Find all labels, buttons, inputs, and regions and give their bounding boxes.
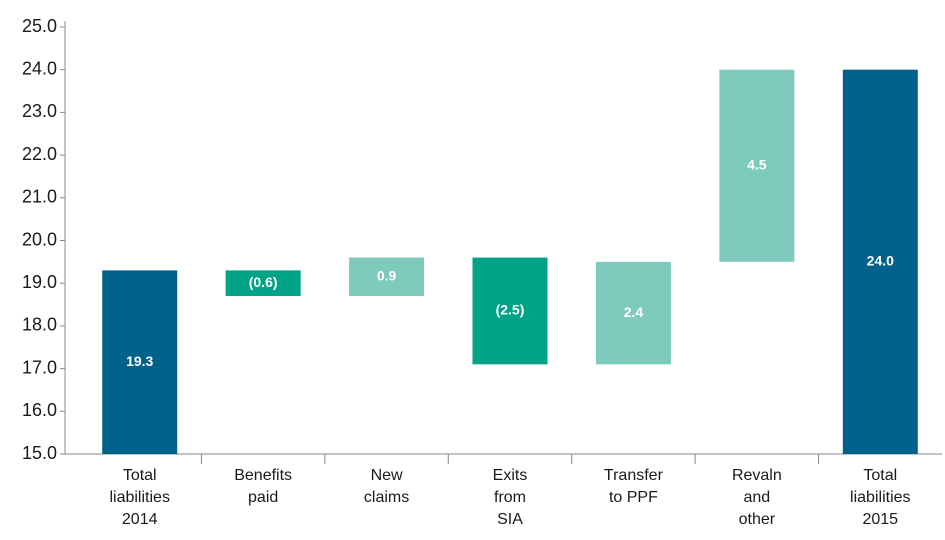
y-tick-label: 15.0	[22, 443, 57, 463]
x-tick-label: Total	[123, 467, 157, 484]
bar	[225, 270, 301, 297]
x-tick-label: and	[744, 489, 771, 506]
bar	[102, 270, 178, 454]
x-tick-label: New	[371, 467, 403, 484]
x-tick-label: Benefits	[234, 467, 292, 484]
data-label: 24.0	[867, 253, 894, 269]
y-tick-label: 21.0	[22, 187, 57, 207]
data-label: (2.5)	[496, 302, 525, 318]
x-tick-label: 2014	[122, 511, 158, 528]
data-label: 0.9	[377, 267, 397, 283]
x-tick-label: liabilities	[109, 489, 169, 506]
y-tick-label: 22.0	[22, 144, 57, 164]
x-tick-label: SIA	[497, 511, 523, 528]
x-tick-label: 2015	[862, 511, 898, 528]
x-tick-label: Transfer	[604, 467, 664, 484]
data-label: 4.5	[747, 156, 767, 172]
y-tick-label: 25.0	[22, 16, 57, 36]
x-tick-label: other	[739, 511, 776, 528]
bar	[472, 257, 548, 365]
x-tick-label: from	[494, 489, 526, 506]
data-label: 2.4	[624, 304, 644, 320]
x-tick-label: to PPF	[609, 489, 658, 506]
bar	[842, 69, 918, 454]
x-tick-label: Exits	[493, 467, 528, 484]
x-tick-label: Revaln	[732, 467, 782, 484]
y-tick-label: 23.0	[22, 101, 57, 121]
x-tick-label: claims	[364, 489, 409, 506]
x-tick-label: liabilities	[850, 489, 910, 506]
y-tick-label: 19.0	[22, 272, 57, 292]
bar	[595, 261, 671, 365]
bar	[719, 69, 795, 262]
data-label: (0.6)	[249, 274, 278, 290]
x-tick-label: Total	[863, 467, 897, 484]
data-label: 19.3	[126, 353, 153, 369]
x-tick-label: paid	[248, 489, 278, 506]
y-tick-label: 24.0	[22, 58, 57, 78]
bar	[349, 257, 425, 297]
y-tick-label: 20.0	[22, 229, 57, 249]
y-tick-label: 16.0	[22, 400, 57, 420]
y-tick-label: 17.0	[22, 357, 57, 377]
y-tick-label: 18.0	[22, 315, 57, 335]
